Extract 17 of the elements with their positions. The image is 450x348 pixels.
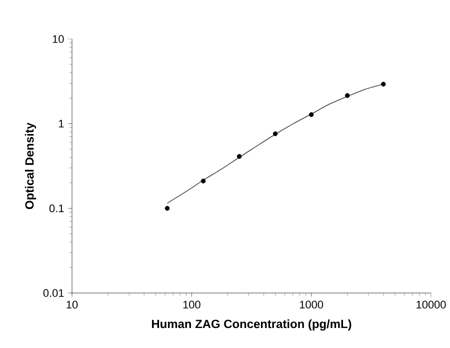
- y-tick-label: 0.01: [43, 289, 64, 297]
- point: [308, 112, 314, 117]
- point: [164, 206, 170, 211]
- point: [236, 154, 242, 159]
- x-axis-title: Human ZAG Concentration (pg/mL): [152, 319, 352, 331]
- point: [200, 178, 206, 184]
- point: [344, 93, 350, 98]
- y-tick-label: 10: [52, 35, 64, 43]
- point: [380, 82, 386, 87]
- point: [272, 131, 278, 136]
- x-tick-label: 100: [183, 300, 200, 309]
- x-tick-label: 10: [66, 300, 78, 309]
- y-tick-label: 0.1: [49, 204, 64, 212]
- y-axis-title: Optical Density: [24, 122, 36, 210]
- x-tick-label: 1000: [300, 300, 324, 309]
- y-tick-label: 1: [58, 120, 64, 128]
- x-tick-label: 10000: [416, 300, 446, 309]
